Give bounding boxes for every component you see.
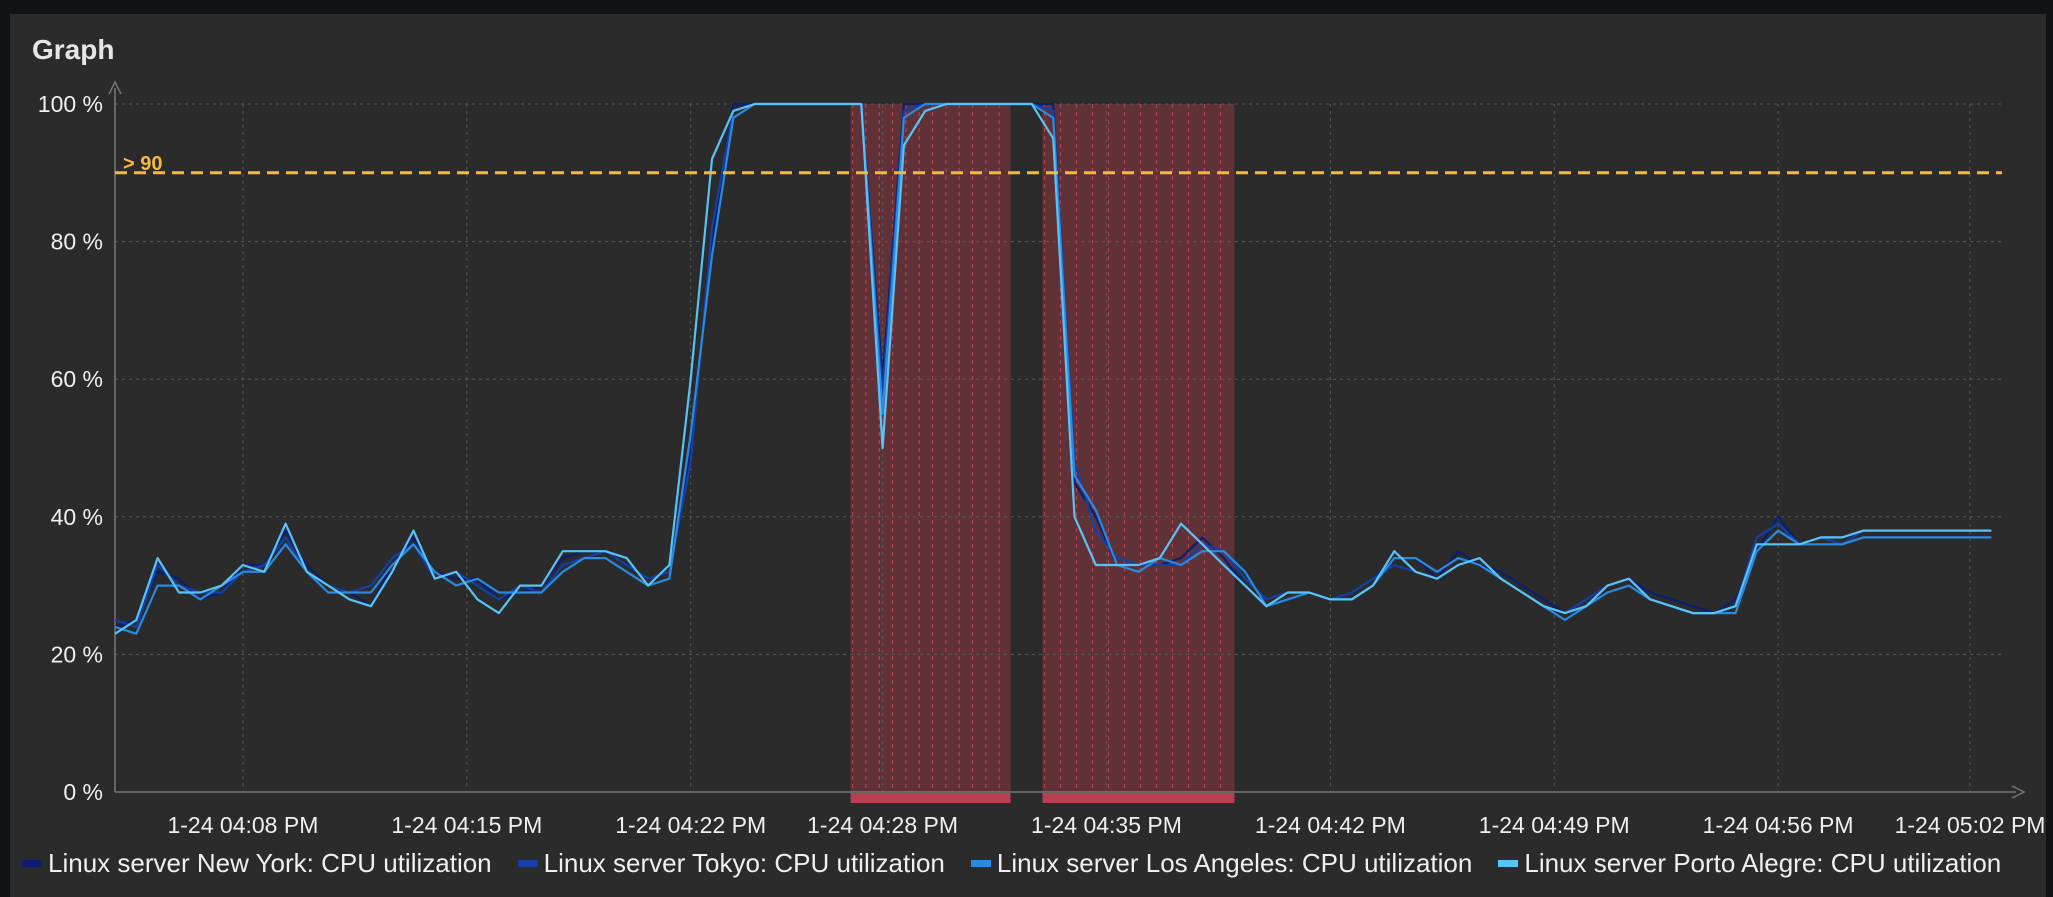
y-tick-label: 0 % <box>63 779 103 805</box>
legend-label: Linux server Los Angeles: CPU utilizatio… <box>996 848 1473 878</box>
series-line <box>114 102 1992 635</box>
problem-bar <box>1042 793 1235 803</box>
legend-item[interactable]: Linux server Porto Alegre: CPU utilizati… <box>1498 848 2032 879</box>
y-tick-label: 100 % <box>38 91 103 117</box>
y-tick-label: 60 % <box>51 366 103 392</box>
legend-label: Linux server Tokyo: CPU utilization <box>543 848 945 878</box>
legend-item[interactable]: Linux server New York: CPU utilization <box>22 848 492 879</box>
x-tick-label: 1-24 04:22 PM <box>615 812 766 838</box>
threshold-label: > 90 <box>123 153 162 175</box>
legend-item[interactable]: Linux server Tokyo: CPU utilization <box>517 848 945 879</box>
x-tick-label: 1-24 04:15 PM <box>391 812 542 838</box>
problem-bar <box>850 793 1011 803</box>
legend-label: Linux server Porto Alegre: CPU utilizati… <box>1524 848 2002 878</box>
x-axis-arrow <box>2011 785 2026 799</box>
legend-label: Linux server New York: CPU utilization <box>48 848 492 878</box>
y-tick-label: 40 % <box>51 504 103 530</box>
legend-swatch <box>1498 860 1519 867</box>
y-tick-label: 20 % <box>51 641 103 667</box>
y-tick-label: 80 % <box>51 229 103 255</box>
x-tick-label: 1-24 04:49 PM <box>1479 812 1630 838</box>
panel-title: Graph <box>32 34 115 65</box>
x-tick-label: 1-24 04:28 PM <box>807 812 958 838</box>
graph-panel: Graph <box>10 14 2046 897</box>
x-tick-label: 1-24 04:35 PM <box>1031 812 1182 838</box>
legend-swatch <box>22 860 42 867</box>
problem-region <box>850 104 1011 792</box>
legend-swatch <box>517 860 538 867</box>
legend-swatch <box>970 860 991 867</box>
x-tick-label: 1-24 05:02 PM <box>1895 812 2046 838</box>
legend-item[interactable]: Linux server Los Angeles: CPU utilizatio… <box>970 848 1473 879</box>
x-tick-label: 1-24 04:08 PM <box>167 812 318 838</box>
chart-legend: Linux server New York: CPU utilization L… <box>22 848 2032 879</box>
x-tick-label: 1-24 04:56 PM <box>1703 812 1854 838</box>
x-tick-label: 1-24 04:42 PM <box>1255 812 1406 838</box>
y-axis-arrow <box>108 80 122 95</box>
